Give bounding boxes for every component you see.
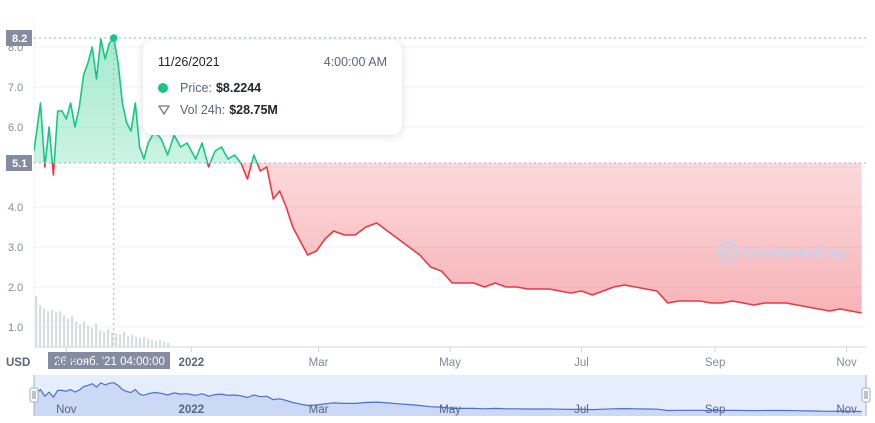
volume-bar (143, 336, 146, 347)
max-badge (6, 30, 32, 47)
reference-badge (6, 155, 32, 171)
navigator-right-handle[interactable] (861, 387, 871, 403)
x-tick-label: Nov (56, 357, 77, 369)
navigator-line (33, 382, 862, 413)
volume-bar (107, 329, 110, 347)
crosshair-date-label: 26 нояб. '21 04:00:00 (54, 356, 165, 368)
x-tick-label: 2022 (179, 357, 205, 369)
price-tooltip: 11/26/2021 4:00:00 AM Price: $8.2244 Vol… (143, 40, 402, 135)
volume-bar (71, 316, 74, 347)
volume-bar (103, 331, 106, 347)
x-tick-label: Jul (574, 357, 589, 369)
navigator-tick-label: Nov (56, 404, 77, 416)
x-tick-label: Mar (309, 357, 329, 369)
tooltip-volume-value: $28.75M (229, 103, 278, 117)
price-line-up (34, 37, 258, 163)
tooltip-volume-label: Vol 24h: (180, 103, 226, 117)
volume-bar (83, 321, 86, 347)
volume-bar (99, 330, 102, 347)
y-tick-label: 3.0 (8, 242, 23, 254)
up-area-fill (34, 38, 862, 163)
crosshair-date-badge (48, 352, 170, 369)
volume-bar (55, 312, 58, 347)
volume-bar (159, 340, 162, 347)
x-tick-label: May (439, 357, 461, 369)
volume-bar (127, 335, 130, 347)
volume-bar (75, 321, 78, 347)
max-badge-label: 8.2 (12, 33, 27, 45)
volume-bar (59, 311, 62, 347)
volume-bar (115, 333, 118, 347)
volume-bars (35, 296, 170, 347)
volume-bar (111, 332, 114, 347)
navigator-tick-label: Sep (705, 404, 725, 416)
volume-bar (151, 339, 154, 347)
area-fills (34, 38, 862, 313)
volume-bar (35, 296, 38, 347)
y-tick-label: 4.0 (8, 202, 23, 214)
range-navigator[interactable]: Nov 2022 Mar May Jul Sep Nov (29, 375, 871, 416)
volume-bar (119, 334, 122, 347)
x-axis: Nov 2022 Mar May Jul Sep Nov (56, 347, 857, 369)
reference-line: 5.1 8.2 (6, 30, 866, 171)
volume-bar (95, 323, 98, 347)
volume-bar (155, 340, 158, 347)
tooltip-volume-row: Vol 24h: $28.75M (158, 103, 278, 117)
tooltip-time: 4:00:00 AM (323, 55, 387, 69)
volume-bar (79, 324, 82, 347)
volume-bar (135, 336, 138, 347)
volume-bar (47, 311, 50, 347)
y-tick-label: 8.0 (8, 42, 23, 54)
down-area-fill (34, 163, 862, 313)
volume-bar (87, 325, 90, 347)
tooltip-price-row: Price: $8.2244 (158, 81, 261, 95)
volume-bar (139, 337, 142, 347)
volume-bar (167, 342, 170, 347)
volume-bar (39, 305, 42, 347)
navigator-tick-label: May (439, 404, 461, 416)
y-tick-label: 1.0 (8, 322, 23, 334)
navigator-tick-label: Mar (309, 404, 329, 416)
tooltip-date: 11/26/2021 (158, 55, 220, 69)
handle-grip (861, 387, 871, 403)
volume-bar (67, 318, 70, 347)
volume-bar (123, 331, 126, 347)
x-tick-label: Nov (836, 357, 857, 369)
navigator-tick-label: Jul (574, 404, 589, 416)
volume-bar (43, 308, 46, 347)
tooltip-price-label: Price: (180, 81, 212, 95)
price-line-down (43, 163, 862, 314)
x-tick-label: Sep (705, 357, 725, 369)
watermark-text: CoinMarketCap (743, 244, 846, 260)
navigator-tick-label: Nov (836, 404, 857, 416)
y-tick-label: 2.0 (8, 282, 23, 294)
price-dot-icon (158, 83, 168, 93)
price-lines (34, 37, 862, 314)
volume-bar (63, 315, 66, 347)
reference-badge-label: 5.1 (12, 158, 27, 170)
navigator-tick-label: 2022 (179, 404, 205, 416)
y-unit-label: USD (6, 357, 30, 369)
volume-bar (131, 334, 134, 347)
crosshair: 26 нояб. '21 04:00:00 (48, 34, 170, 369)
tooltip-price-value: $8.2244 (215, 81, 262, 95)
y-tick-label: 5.0 (8, 162, 23, 174)
handle-grip (29, 387, 39, 403)
y-tick-label: 7.0 (8, 82, 23, 94)
coinmarketcap-watermark: CoinMarketCap (717, 241, 846, 263)
y-axis: 1.0 2.0 3.0 4.0 5.0 6.0 7.0 8.0 (8, 42, 23, 334)
volume-bar (163, 341, 166, 347)
hover-point (109, 34, 118, 42)
volume-bar (147, 338, 150, 347)
y-tick-label: 6.0 (8, 122, 23, 134)
volume-bar (91, 327, 94, 347)
volume-bar (51, 310, 54, 347)
volume-icon (158, 105, 170, 115)
coinmarketcap-logo-icon (717, 241, 739, 263)
navigator-area (34, 382, 862, 416)
navigator-left-handle[interactable] (29, 387, 39, 403)
coinmarketcap-logo-mark (723, 247, 734, 256)
